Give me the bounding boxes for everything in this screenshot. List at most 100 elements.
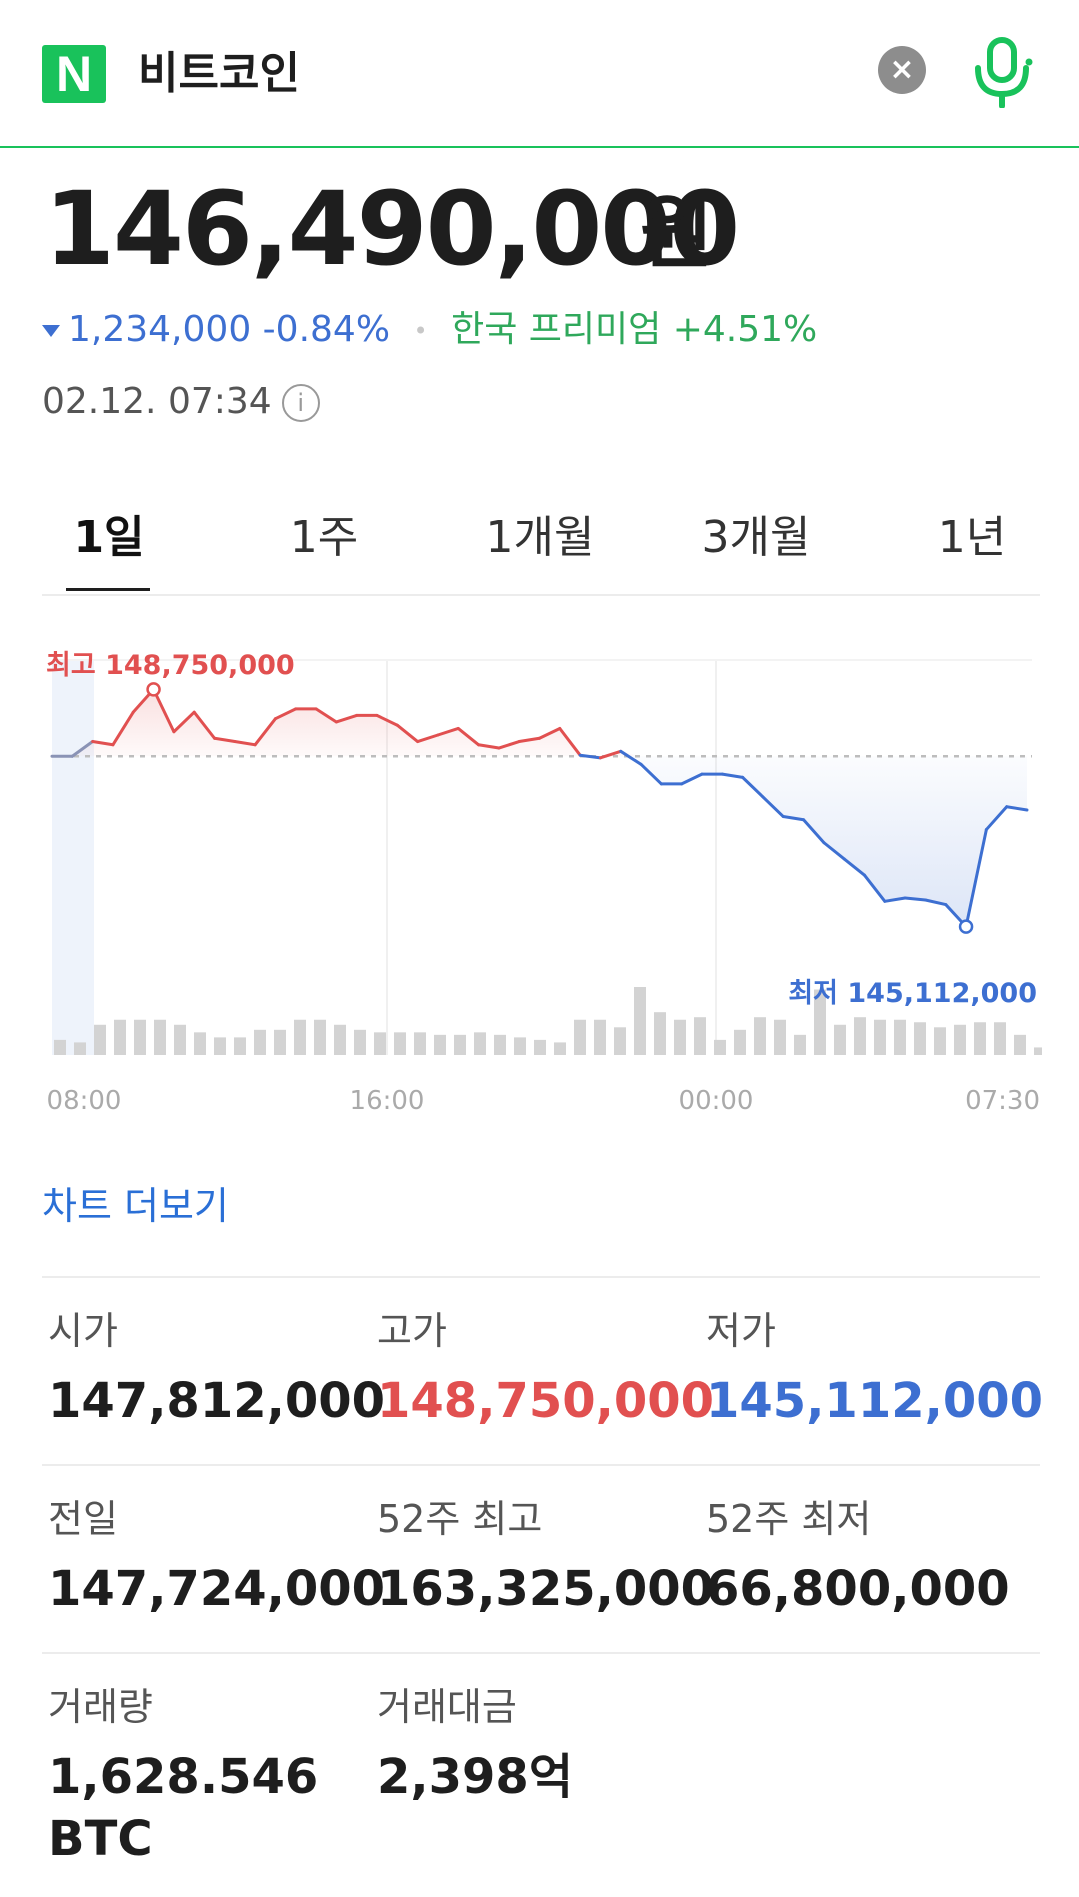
stat-value: 147,812,000 <box>48 1373 386 1429</box>
volume-bar <box>354 1029 366 1055</box>
volume-bar <box>334 1024 346 1055</box>
low-label: 최저 145,112,000 <box>788 978 1037 1009</box>
high-label: 최고 148,750,000 <box>46 650 295 681</box>
price-line-segment <box>456 726 481 747</box>
volume-bar <box>1034 1047 1042 1055</box>
volume-bar <box>874 1019 886 1055</box>
volume-bar <box>554 1042 566 1055</box>
price-line-segment <box>538 726 562 740</box>
volume-bar <box>54 1039 66 1055</box>
volume-bar <box>494 1034 506 1055</box>
current-price: 146,490,000 <box>44 170 740 289</box>
volume-bar <box>414 1032 426 1055</box>
price-line-segment <box>436 726 460 737</box>
stat-volume: 거래량 1,628.546 BTC <box>48 1682 318 1870</box>
active-tab-indicator <box>66 588 150 591</box>
stat-value: 66,800,000 <box>706 1561 1010 1617</box>
volume-bar <box>134 1019 146 1055</box>
price-line-segment <box>903 896 927 902</box>
divider <box>42 1464 1040 1466</box>
naver-logo-letter[interactable]: N <box>55 46 93 102</box>
stat-trade-value: 거래대금 2,398억 <box>377 1682 573 1808</box>
volume-bar <box>214 1037 226 1055</box>
tab-1-month[interactable]: 1개월 <box>485 512 595 563</box>
price-line-segment <box>578 753 602 760</box>
volume-bar <box>994 1022 1006 1055</box>
down-arrow-icon <box>42 325 60 337</box>
microphone-icon[interactable] <box>970 36 1036 108</box>
x-tick-label: 07:30 <box>965 1086 1040 1116</box>
stat-label: 고가 <box>377 1309 447 1353</box>
separator-dot: • <box>413 317 428 345</box>
price-unit: 원 <box>640 186 714 279</box>
stat-52w-high: 52주 최고 163,325,000 <box>377 1494 714 1620</box>
stat-label: 시가 <box>48 1309 118 1353</box>
x-tick-label: 00:00 <box>679 1086 754 1116</box>
price-line-segment <box>314 707 338 724</box>
period-tabs: 1일 1주 1개월 3개월 1년 <box>42 488 1040 596</box>
price-line-segment <box>619 749 643 766</box>
price-line-segment <box>152 687 176 734</box>
price-line-segment <box>680 772 704 786</box>
price-line-segment <box>720 772 745 779</box>
timestamp-text: 02.12. 07:34 <box>42 381 272 422</box>
volume-bar <box>174 1024 186 1055</box>
more-chart-link[interactable]: 차트 더보기 <box>42 1184 229 1228</box>
price-line-segment <box>91 740 115 747</box>
price-chart[interactable]: 최고 148,750,000 최저 145,112,000 08:00 16:0… <box>42 640 1042 1120</box>
low-marker <box>958 919 974 934</box>
price-line-segment <box>842 857 866 877</box>
price-line-segment <box>761 795 785 819</box>
tab-1-day[interactable]: 1일 <box>73 512 145 563</box>
volume-bar <box>714 1039 726 1055</box>
price-line-segment <box>172 710 196 734</box>
volume-bar <box>834 1024 846 1055</box>
volume-bar <box>574 1019 586 1055</box>
price-line-segment <box>558 726 582 757</box>
price-line-segment <box>883 896 907 903</box>
clear-search-button[interactable]: × <box>878 46 926 94</box>
price-line-segment <box>598 749 623 760</box>
volume-bar <box>954 1024 966 1055</box>
volume-bar <box>274 1029 286 1055</box>
volume-bar <box>434 1034 446 1055</box>
volume-bar <box>474 1032 486 1055</box>
price-line-segment <box>273 707 298 721</box>
price-line-segment <box>923 898 948 907</box>
volume-bar <box>854 1017 866 1055</box>
volume-bar <box>234 1037 246 1055</box>
volume-bar <box>394 1032 406 1055</box>
volume-bar <box>634 987 646 1055</box>
stat-value: 147,724,000 <box>48 1561 386 1617</box>
price-line-segment <box>964 828 988 929</box>
price-line-segment <box>984 805 1009 832</box>
volume-bar <box>154 1019 166 1055</box>
volume-bar <box>814 989 826 1055</box>
price-change-row: 1,234,000 -0.84% • 한국 프리미엄 +4.51% <box>42 306 817 355</box>
session-shade <box>52 660 94 1055</box>
search-query[interactable]: 비트코인 <box>138 48 300 99</box>
price-line-segment <box>741 775 765 799</box>
volume-bar <box>534 1039 546 1055</box>
stat-prev-close: 전일 147,724,000 <box>48 1494 385 1620</box>
volume-bar <box>314 1019 326 1055</box>
tab-1-week[interactable]: 1주 <box>289 512 359 563</box>
naver-logo[interactable] <box>42 45 106 103</box>
price-line-segment <box>497 740 521 750</box>
stat-label: 저가 <box>706 1309 776 1353</box>
korea-premium-value: +4.51% <box>672 309 818 350</box>
info-icon[interactable]: i <box>281 384 320 422</box>
price-line-segment <box>233 740 257 747</box>
price-line-segment <box>70 740 95 758</box>
stat-value: 163,325,000 <box>377 1561 715 1617</box>
price-line-segment <box>822 841 846 861</box>
volume-bar <box>694 1017 706 1055</box>
price-line-segment <box>111 710 135 747</box>
volume-bar <box>934 1027 946 1055</box>
price-line-segment <box>477 743 501 750</box>
tab-1-year[interactable]: 1년 <box>937 512 1007 563</box>
tab-3-month[interactable]: 3개월 <box>701 512 811 563</box>
volume-bar <box>254 1029 266 1055</box>
stat-label: 52주 최고 <box>377 1497 543 1541</box>
volume-bar <box>594 1019 606 1055</box>
